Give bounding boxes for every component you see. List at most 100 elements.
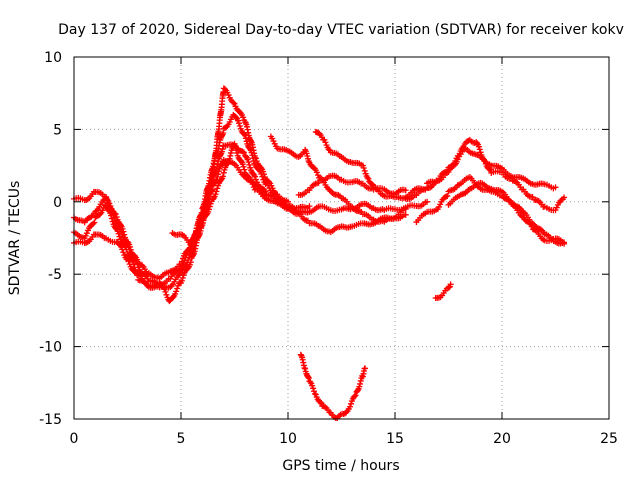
data-point: [171, 269, 178, 276]
data-point: [486, 166, 493, 173]
data-point: [351, 393, 358, 400]
x-tick-label: 25: [600, 431, 618, 447]
data-point: [310, 385, 317, 392]
data-point: [174, 285, 181, 292]
data-point: [170, 294, 177, 301]
data-point: [226, 118, 233, 125]
data-point: [475, 143, 482, 150]
data-point: [424, 198, 431, 205]
data-point: [109, 218, 116, 225]
data-point: [205, 206, 212, 213]
data-point: [192, 233, 199, 240]
data-point: [360, 164, 367, 171]
data-point: [455, 153, 462, 160]
data-point: [553, 204, 560, 211]
data-point: [167, 284, 174, 291]
data-point: [357, 377, 364, 384]
data-point: [318, 400, 325, 407]
data-point: [552, 184, 559, 191]
data-point: [561, 240, 568, 247]
data-point: [178, 277, 185, 284]
data-point: [125, 258, 132, 265]
data-point: [252, 176, 259, 183]
data-point: [198, 223, 205, 230]
data-point: [214, 185, 221, 192]
data-point: [322, 139, 329, 146]
data-point: [131, 268, 138, 275]
data-point: [121, 231, 128, 238]
data-point: [325, 146, 332, 153]
data-point: [356, 383, 363, 390]
data-point: [309, 382, 316, 389]
data-point: [347, 400, 354, 407]
series-arc-h: [295, 172, 409, 199]
data-point: [304, 153, 311, 160]
data-point: [444, 192, 451, 199]
data-point: [173, 288, 180, 295]
data-point: [369, 181, 376, 188]
y-tick-label: -5: [48, 267, 62, 283]
data-point: [241, 131, 248, 138]
data-point: [260, 171, 267, 178]
x-tick-label: 0: [70, 431, 79, 447]
data-point: [134, 260, 141, 267]
data-point: [252, 155, 259, 162]
data-point: [230, 99, 237, 106]
data-point: [443, 193, 450, 200]
data-point: [252, 173, 259, 180]
series-arc-m: [445, 179, 568, 247]
chart-title: Day 137 of 2020, Sidereal Day-to-day VTE…: [58, 22, 624, 38]
x-tick-label: 5: [177, 431, 186, 447]
data-point: [197, 224, 204, 231]
data-point: [113, 214, 120, 221]
data-point: [108, 212, 115, 219]
data-point: [187, 259, 194, 266]
series-arc-n: [432, 281, 454, 301]
data-point: [83, 230, 90, 237]
data-point: [115, 240, 122, 247]
data-point: [185, 265, 192, 272]
series-arc-i: [295, 198, 431, 216]
data-point: [537, 226, 544, 233]
y-tick-label: 0: [53, 195, 62, 211]
data-point: [313, 169, 320, 176]
data-point: [199, 220, 206, 227]
data-point: [119, 246, 126, 253]
data-point: [361, 167, 368, 174]
plot-frame: [73, 56, 610, 420]
data-point: [215, 171, 222, 178]
data-point: [465, 137, 472, 144]
data-point: [218, 176, 225, 183]
y-tick-label: -10: [39, 340, 62, 356]
data-point: [240, 114, 247, 121]
data-point: [240, 163, 247, 170]
data-point: [306, 203, 313, 210]
data-point: [179, 275, 186, 282]
x-axis-label: GPS time / hours: [282, 458, 399, 474]
data-point: [454, 156, 461, 163]
data-point: [402, 211, 409, 218]
data-point: [120, 249, 127, 256]
data-point: [245, 159, 252, 166]
data-point: [240, 149, 247, 156]
data-point: [236, 123, 243, 130]
data-point: [347, 403, 354, 410]
series-arc-g: [312, 128, 431, 202]
data-point: [447, 281, 454, 288]
data-point: [317, 399, 324, 406]
data-point: [163, 291, 170, 298]
data-point: [322, 403, 329, 410]
data-point: [238, 158, 245, 165]
data-point: [561, 194, 568, 201]
x-tick-label: 20: [493, 431, 511, 447]
data-point: [233, 114, 240, 121]
x-tick-label: 10: [279, 431, 297, 447]
data-point: [226, 155, 233, 162]
y-axis-label: SDTVAR / TECUs: [7, 181, 23, 296]
data-point: [206, 203, 213, 210]
y-tick-label: 10: [44, 50, 62, 66]
data-point: [91, 219, 98, 226]
data-point: [477, 149, 484, 156]
data-point: [108, 215, 115, 222]
data-point: [82, 232, 89, 239]
